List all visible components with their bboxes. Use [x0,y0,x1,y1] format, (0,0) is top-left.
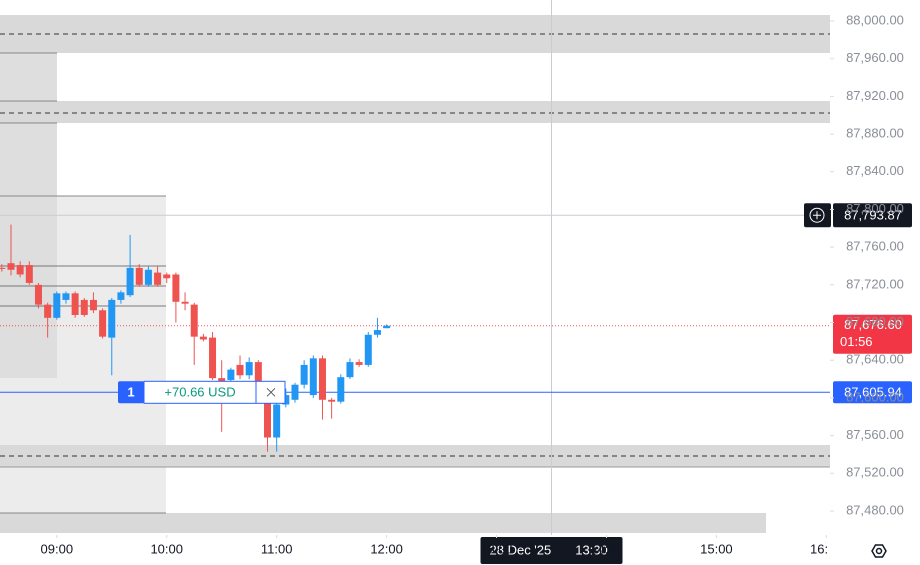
x-tick-label: 12:00 [370,541,403,556]
candle-body [99,310,107,337]
x-tick-label: 11:00 [261,541,293,556]
add-circle [809,207,825,223]
candle-body [7,263,15,270]
position-qty-box [118,381,144,404]
candle-body [291,384,299,400]
position-price-box [833,381,912,404]
candle-body [154,272,162,285]
candle-body [383,325,391,329]
candle-body [181,301,189,304]
candle-body [25,265,33,283]
candle-body [117,292,125,300]
candle-body [89,299,97,311]
candle-body [172,274,180,302]
candle-body [62,293,70,300]
candle-body [71,293,79,315]
candle-body [34,284,42,305]
candle-body [355,362,363,365]
candle-body [108,299,116,338]
y-tick-label: 87,800.00 [846,201,904,216]
candle-body [282,395,290,405]
x-axis: 09:00 10:00 11:00 12:00 13:00 14:00 15:00 16:00 [41,535,843,556]
x-tick-label: 09:00 [41,541,74,556]
y-tick-label: 87,520.00 [846,465,904,480]
y-tick-label: 87,920.00 [846,88,904,103]
candle-body [236,364,244,376]
candle-body [209,337,217,379]
y-tick-label: 87,480.00 [846,502,904,517]
candle-body [144,269,152,285]
candle-body [273,404,281,438]
crosshair-price-box [833,203,912,228]
overlay: 1 +70.66 USD 87,793.87 87,676.60 01:56 87,605… [118,203,912,564]
position-pnl: +70.66 USD [164,385,235,400]
candle-body [300,364,308,385]
candle-body [254,362,262,391]
candle-body [346,362,354,378]
candle-body [53,293,61,318]
settings-hex [871,544,887,558]
crosshair-price: 87,793.87 [844,208,902,223]
candle-body [245,362,253,376]
candle-body [44,304,52,318]
y-tick-label: 87,560.00 [846,427,904,442]
candle-body [199,336,207,340]
countdown: 01:56 [840,334,873,349]
candle-body [364,334,372,365]
crosshair-date: 28 Dec '25 [490,542,552,557]
candle-body [309,358,317,396]
settings-dot [875,547,883,555]
zone [0,513,766,533]
last-price-box [833,314,912,354]
settings-icon[interactable] [871,544,887,558]
y-tick-label: 87,960.00 [846,50,904,65]
candle-body [190,304,198,337]
candle-body [0,267,6,269]
position-qty: 1 [127,385,134,400]
zone [0,101,830,123]
candle-body [227,369,235,381]
y-tick-label: 87,600.00 [846,389,904,404]
x-tick-label: 16:00 [810,541,843,556]
x-tick-label: 13:00 [480,541,513,556]
candle-body [328,399,336,402]
candle-body [373,330,381,335]
candle-body [163,274,171,279]
last-price: 87,676.60 [844,317,902,332]
candle-body [318,358,326,400]
crosshair-time-box [480,537,623,564]
candle-body [80,299,88,315]
candle-body [337,377,345,402]
candle-body [126,267,134,296]
drawings [0,15,830,533]
y-tick-label: 87,760.00 [846,239,904,254]
close-x [266,387,276,397]
candle-body [16,265,24,275]
axes: 87,480.0087,520.0087,560.0087,600.0087,6… [41,12,904,556]
crosshair-time: 13:30 [575,542,608,557]
y-tick-label: 87,640.00 [846,352,904,367]
y-tick-label: 88,000.00 [846,12,904,27]
candles [0,224,391,452]
y-tick-label: 87,680.00 [846,314,904,329]
close-position-button[interactable] [266,387,276,397]
position-pnl-box [143,380,286,404]
x-tick-label: 14:00 [590,541,623,556]
y-tick-label: 87,880.00 [846,126,904,141]
candle-body [264,390,272,438]
y-tick-label: 87,720.00 [846,276,904,291]
add-button[interactable] [804,203,831,228]
position-price: 87,605.94 [844,385,902,400]
x-tick-label: 15:00 [700,541,733,556]
x-tick-label: 10:00 [150,541,183,556]
y-tick-label: 87,840.00 [846,163,904,178]
candle-body [135,267,143,285]
